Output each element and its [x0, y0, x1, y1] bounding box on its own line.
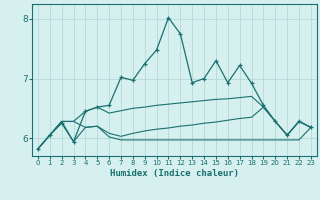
X-axis label: Humidex (Indice chaleur): Humidex (Indice chaleur): [110, 169, 239, 178]
